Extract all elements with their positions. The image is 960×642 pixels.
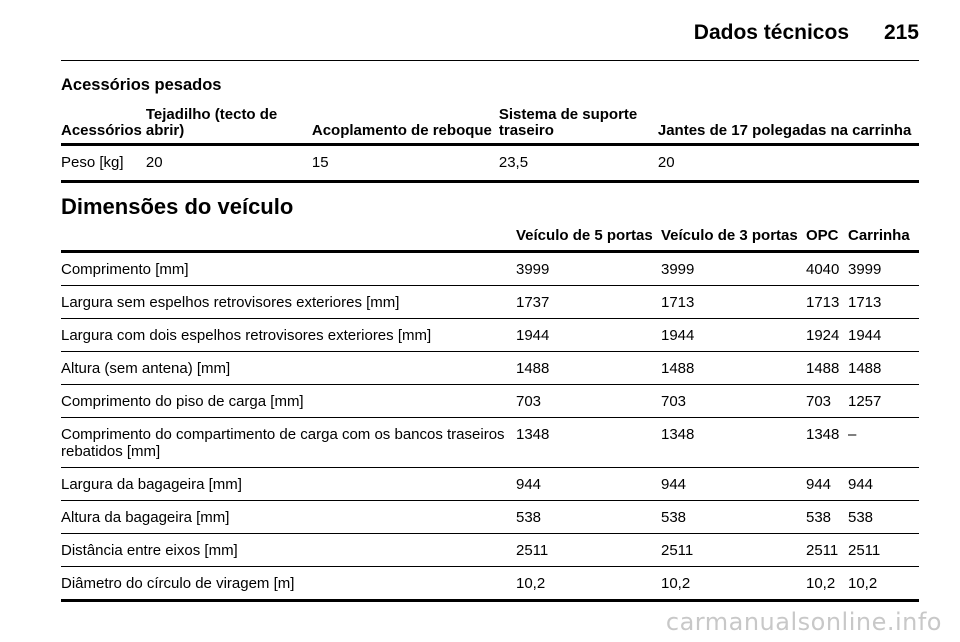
watermark: carmanualsonline.info [665, 608, 942, 636]
table-cell: 1488 [806, 360, 840, 377]
table-cell: 1944 [661, 327, 695, 344]
column-header: Tejadilho (tecto de abrir) [145, 106, 278, 139]
row-label: Altura da bagageira [mm] [61, 509, 230, 526]
row-label: Largura com dois espelhos retrovisores e… [61, 327, 432, 344]
table-cell: 1924 [806, 327, 840, 344]
table-cell: 1713 [661, 294, 695, 311]
dimensions-header-row: Veículo de 5 portas Veículo de 3 portas … [61, 226, 919, 252]
table-cell: 538 [848, 509, 874, 526]
table-cell: 3999 [661, 261, 695, 278]
row-label: Altura (sem antena) [mm] [61, 360, 231, 377]
table-cell: 15 [311, 154, 329, 171]
table-cell: 1348 [516, 426, 550, 443]
table-cell: 703 [516, 393, 542, 410]
table-cell: 538 [806, 509, 832, 526]
column-header: Veículo de 3 portas [661, 227, 798, 244]
table-row: Altura da bagageira [mm] 538 538 538 538 [61, 501, 919, 534]
table-row: Diâmetro do círculo de viragem [m] 10,2 … [61, 567, 919, 601]
column-header [61, 226, 516, 252]
table-cell: Peso [kg] [61, 154, 124, 171]
row-label: Largura sem espelhos retrovisores exteri… [61, 294, 400, 311]
table-row: Comprimento do piso de carga [mm] 703 70… [61, 385, 919, 418]
table-cell: 538 [661, 509, 687, 526]
dimensions-table: Veículo de 5 portas Veículo de 3 portas … [61, 226, 919, 602]
table-cell: 4040 [806, 261, 840, 278]
accessories-header-row: Acessórios Tejadilho (tecto de abrir) Ac… [61, 107, 919, 145]
table-row: Peso [kg] 20 15 23,5 20 [61, 145, 919, 182]
table-cell: 10,2 [848, 575, 878, 592]
table-row: Altura (sem antena) [mm] 1488 1488 1488 … [61, 352, 919, 385]
section-title: Dados técnicos [693, 21, 849, 44]
table-cell: 1488 [848, 360, 882, 377]
table-cell: 2511 [848, 542, 881, 559]
column-header: Acessórios [61, 122, 142, 139]
table-cell: 1348 [806, 426, 840, 443]
table-cell: 1488 [661, 360, 695, 377]
row-label: Distância entre eixos [mm] [61, 542, 238, 559]
table-cell: 944 [806, 476, 832, 493]
column-header: Sistema de suporte traseiro [498, 106, 638, 139]
dimensions-heading: Dimensões do veículo [61, 194, 294, 219]
column-header: Carrinha [848, 227, 910, 244]
row-label: Diâmetro do círculo de viragem [m] [61, 575, 295, 592]
page-header: Dados técnicos 215 [61, 16, 919, 61]
table-cell: 20 [657, 154, 675, 171]
table-cell: 1488 [516, 360, 550, 377]
table-cell: 2511 [806, 542, 839, 559]
table-cell: 10,2 [661, 575, 691, 592]
table-cell: 703 [661, 393, 687, 410]
table-cell: 1713 [806, 294, 840, 311]
table-cell: 944 [661, 476, 687, 493]
table-cell: 1348 [661, 426, 695, 443]
table-row: Largura com dois espelhos retrovisores e… [61, 319, 919, 352]
row-label: Comprimento [mm] [61, 261, 189, 278]
column-header: Veículo de 5 portas [516, 227, 653, 244]
table-cell: 3999 [516, 261, 550, 278]
page-number: 215 [883, 21, 919, 44]
row-label: Comprimento do piso de carga [mm] [61, 393, 304, 410]
table-cell: 944 [848, 476, 874, 493]
table-cell: 3999 [848, 261, 882, 278]
column-header: Jantes de 17 polegadas na carrinha [657, 122, 912, 139]
row-label: Comprimento do compartimento de carga co… [61, 426, 505, 460]
table-cell: 538 [516, 509, 542, 526]
table-cell: 10,2 [516, 575, 546, 592]
table-cell: 944 [516, 476, 542, 493]
table-cell: 1257 [848, 393, 882, 410]
table-row: Distância entre eixos [mm] 2511 2511 251… [61, 534, 919, 567]
table-cell: 20 [145, 154, 163, 171]
table-cell: 10,2 [806, 575, 836, 592]
table-cell: – [848, 426, 857, 443]
table-row: Comprimento [mm] 3999 3999 4040 3999 [61, 252, 919, 286]
table-row: Largura sem espelhos retrovisores exteri… [61, 286, 919, 319]
row-label: Largura da bagageira [mm] [61, 476, 242, 493]
accessories-table: Acessórios Tejadilho (tecto de abrir) Ac… [61, 107, 919, 183]
table-row: Largura da bagageira [mm] 944 944 944 94… [61, 468, 919, 501]
table-cell: 703 [806, 393, 832, 410]
table-cell: 23,5 [498, 154, 529, 171]
column-header: Acoplamento de reboque [311, 122, 492, 139]
table-cell: 1944 [516, 327, 550, 344]
table-cell: 1713 [848, 294, 882, 311]
accessories-heading: Acessórios pesados [61, 76, 222, 94]
table-cell: 2511 [661, 542, 694, 559]
table-cell: 2511 [516, 542, 549, 559]
table-cell: 1944 [848, 327, 882, 344]
table-cell: 1737 [516, 294, 550, 311]
table-row: Comprimento do compartimento de carga co… [61, 418, 919, 468]
column-header: OPC [806, 227, 839, 244]
